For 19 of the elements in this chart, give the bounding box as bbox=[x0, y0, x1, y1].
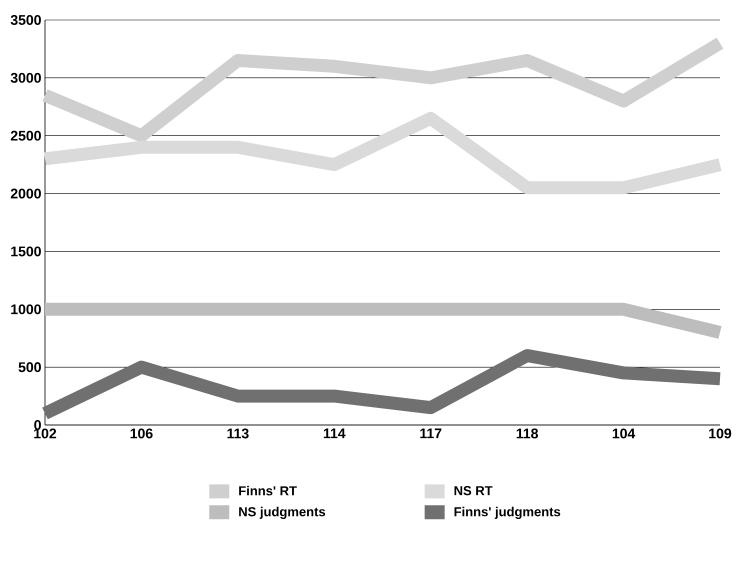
legend-label: Finns' RT bbox=[239, 486, 297, 496]
x-tick-label: 118 bbox=[516, 428, 538, 438]
x-tick-label: 113 bbox=[227, 428, 249, 438]
y-tick-label: 1500 bbox=[11, 246, 41, 256]
y-tick-label: 2000 bbox=[10, 188, 41, 199]
y-tick-label: 3000 bbox=[10, 72, 41, 83]
y-tick-label: 3500 bbox=[10, 15, 41, 25]
legend-label: Finns' judgments bbox=[454, 506, 560, 519]
x-tick-label: 109 bbox=[709, 428, 732, 438]
legend-label: NS RT bbox=[454, 486, 492, 496]
y-tick-label: 500 bbox=[18, 362, 41, 372]
x-tick-label: 114 bbox=[324, 428, 346, 438]
y-tick-label: 2500 bbox=[10, 130, 41, 141]
y-tick-label: 1000 bbox=[11, 304, 41, 314]
legend-label: NS judgments bbox=[239, 506, 326, 519]
x-tick-label: 106 bbox=[130, 428, 153, 438]
x-tick-label: 104 bbox=[612, 428, 636, 438]
x-tick-label: 117 bbox=[420, 428, 442, 438]
x-tick-label: 102 bbox=[34, 428, 56, 438]
